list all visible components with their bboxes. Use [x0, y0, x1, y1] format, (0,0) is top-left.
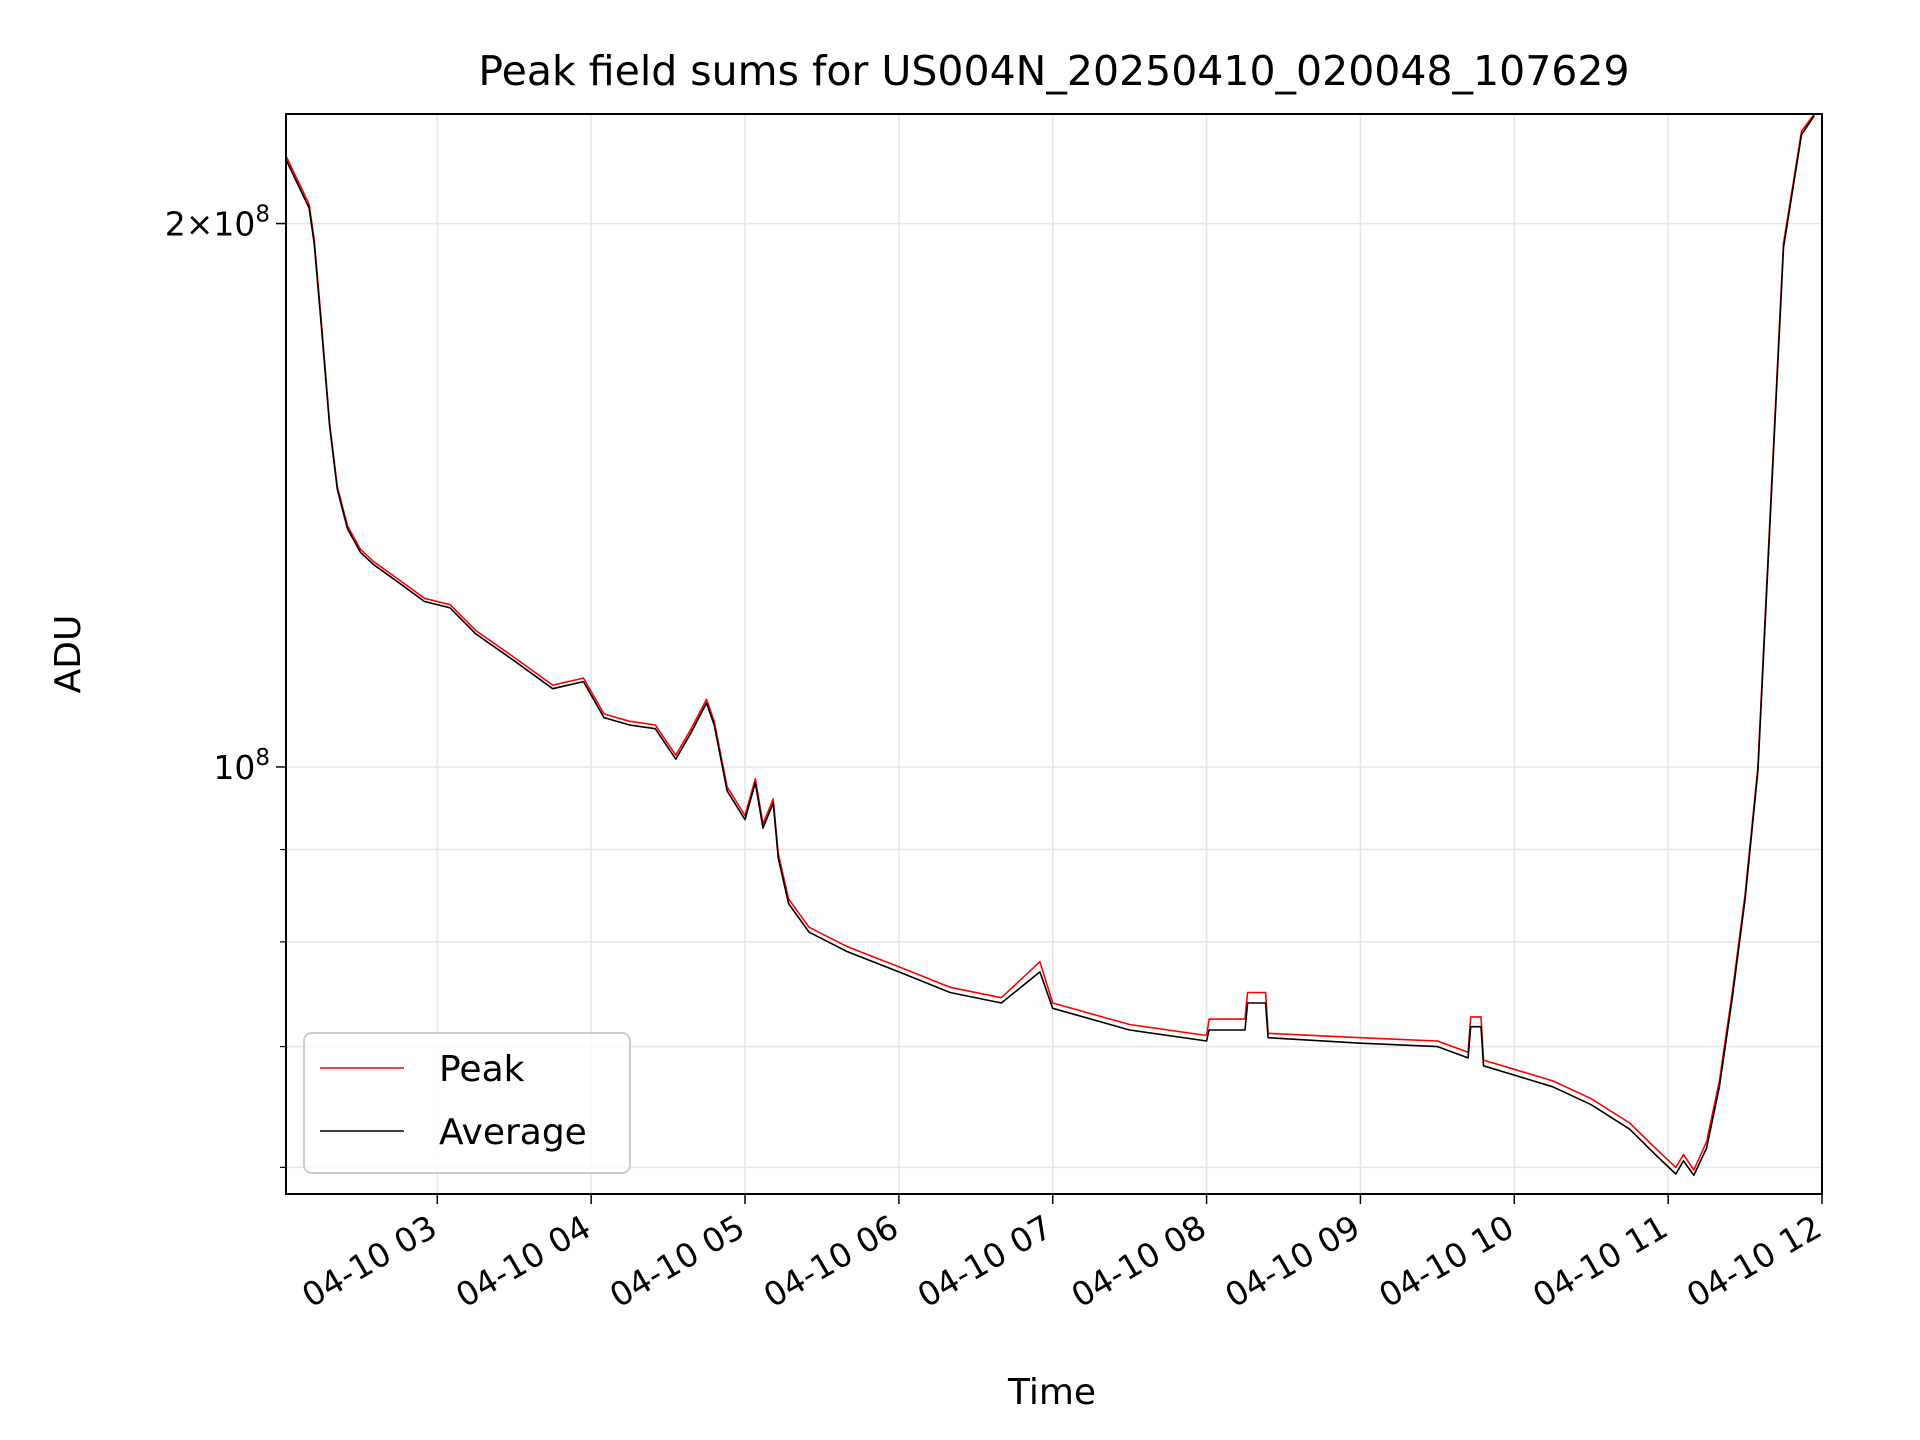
- chart-title: Peak field sums for US004N_20250410_0200…: [478, 47, 1629, 95]
- legend: Peak Average: [303, 1032, 631, 1174]
- y-axis-ticks: 2×108 108: [165, 202, 286, 1169]
- plot-frame: [285, 113, 1823, 1195]
- y-axis-label: ADU: [48, 615, 89, 694]
- y-tick-label: 2×108: [165, 202, 270, 244]
- x-axis-label: Time: [1007, 1372, 1096, 1413]
- legend-average-label: Average: [439, 1112, 587, 1153]
- y-tick-label: 108: [213, 745, 270, 787]
- series-line-peak: [286, 114, 1815, 1171]
- series-layer: [286, 114, 1815, 1177]
- series-line-average: [286, 115, 1815, 1177]
- legend-peak-label: Peak: [439, 1049, 525, 1090]
